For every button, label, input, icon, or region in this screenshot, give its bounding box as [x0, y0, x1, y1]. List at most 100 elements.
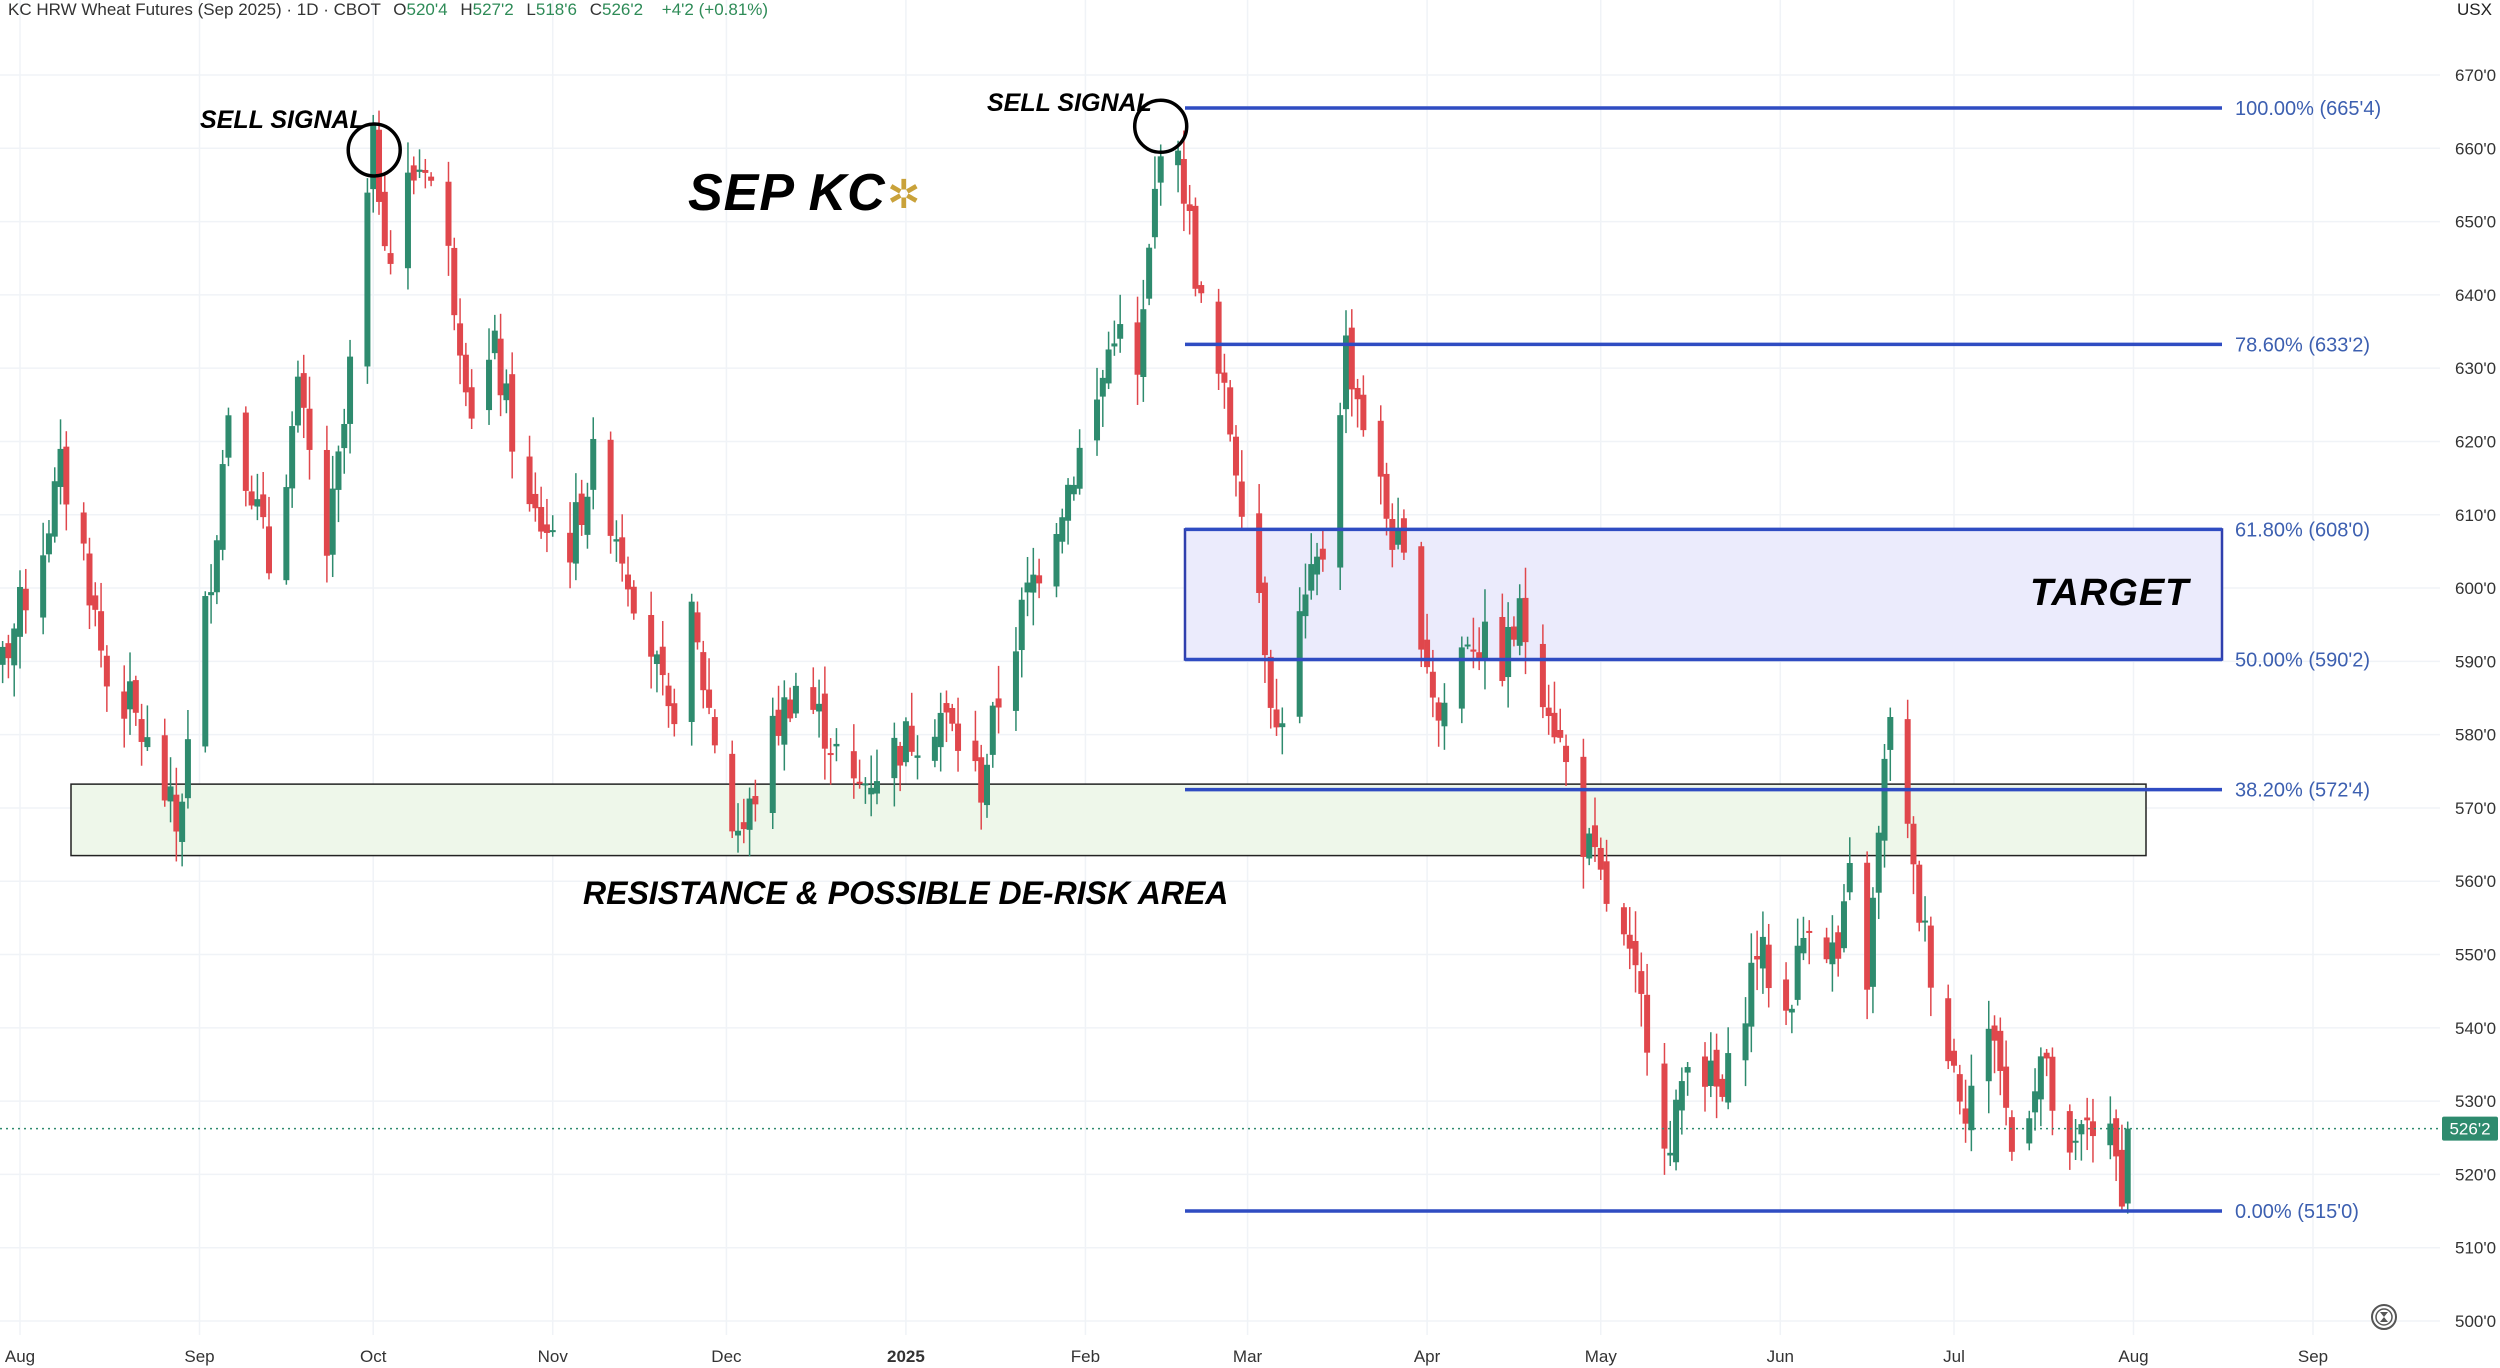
- low-value: 518'6: [535, 0, 577, 19]
- candle: [416, 149, 423, 179]
- candle: [1916, 860, 1923, 932]
- candle-body: [711, 717, 718, 746]
- candle-body: [1707, 1060, 1714, 1086]
- candle-body: [729, 753, 736, 832]
- candle: [242, 406, 249, 507]
- candle: [1702, 1042, 1709, 1112]
- candle-body: [1551, 712, 1558, 738]
- candle: [1846, 837, 1853, 901]
- candle: [1377, 405, 1384, 505]
- candle: [1192, 197, 1199, 297]
- candle-body: [86, 553, 93, 606]
- candle-body: [2084, 1117, 2091, 1121]
- candle: [769, 697, 776, 829]
- candle: [1783, 962, 1790, 1026]
- resistance-label: RESISTANCE & POSSIBLE DE-RISK AREA: [583, 875, 1228, 911]
- candle-body: [1557, 729, 1564, 738]
- candle-body: [781, 697, 788, 745]
- candle-body: [202, 596, 209, 747]
- candle-body: [1545, 707, 1552, 717]
- candle: [376, 110, 383, 215]
- candle-body: [572, 502, 579, 564]
- candle: [2026, 1110, 2033, 1151]
- candle: [1348, 309, 1355, 417]
- candle-body: [1395, 528, 1402, 545]
- candle: [937, 692, 944, 772]
- candle: [468, 369, 475, 429]
- candle: [462, 342, 469, 407]
- chart-annotations: SELL SIGNAL SELL SIGNAL SEP KC ✲ TARGET …: [200, 89, 2190, 911]
- candle: [1788, 1004, 1795, 1034]
- candle-body: [2066, 1111, 2073, 1153]
- time-tick-label: Mar: [1233, 1347, 1263, 1366]
- candle-body: [862, 783, 869, 786]
- candle-body: [1470, 649, 1477, 652]
- sell-signal-circle: [346, 122, 402, 178]
- candle: [850, 724, 857, 799]
- candle: [1748, 933, 1755, 1053]
- candle-body: [1945, 998, 1952, 1062]
- candle: [1597, 837, 1604, 880]
- candle: [1632, 911, 1639, 993]
- time-tick-label: 2025: [887, 1347, 925, 1366]
- candle-body: [850, 751, 857, 779]
- candle-body: [1620, 907, 1627, 935]
- candle: [173, 767, 180, 862]
- candle: [1302, 563, 1309, 639]
- candle: [213, 535, 220, 605]
- candle-body: [208, 592, 215, 596]
- candle-body: [972, 740, 979, 762]
- candle-body: [937, 712, 944, 748]
- candle-body: [1702, 1056, 1709, 1087]
- close-value: 526'2: [601, 0, 644, 19]
- candle-body: [1192, 205, 1199, 289]
- symbol-header[interactable]: KC HRW Wheat Futures (Sep 2025) · 1D · C…: [8, 0, 768, 20]
- candle: [578, 479, 585, 536]
- candle: [624, 556, 631, 607]
- candle: [306, 376, 313, 480]
- fib-level-label: 100.00% (665'4): [2235, 98, 2381, 120]
- candle: [103, 645, 110, 712]
- high-value: 527'2: [472, 0, 514, 19]
- candle-body: [1024, 582, 1031, 593]
- price-axis[interactable]: 670'0 660'0 650'0 640'0 630'0 620'0 610'0 600'0…: [2455, 66, 2496, 1331]
- candle-body: [1840, 901, 1847, 949]
- candle-body: [1180, 158, 1187, 204]
- candle: [549, 515, 556, 537]
- candle-body: [1343, 335, 1350, 410]
- candle: [1713, 1033, 1720, 1119]
- candle-body: [619, 537, 626, 564]
- price-tick-label: 570'0: [2455, 799, 2496, 818]
- candle-body: [1065, 484, 1072, 521]
- candle-body: [1626, 934, 1633, 949]
- candle-body: [1273, 709, 1280, 728]
- candle: [1759, 911, 1766, 994]
- candle-body: [1111, 343, 1118, 347]
- candle-body: [2026, 1118, 2033, 1144]
- candle: [821, 666, 828, 780]
- candle-body: [1036, 575, 1043, 584]
- candle-body: [775, 709, 782, 736]
- time-tick-label: May: [1585, 1347, 1618, 1366]
- candle-body: [1053, 534, 1060, 587]
- symbol-title: KC HRW Wheat Futures (Sep 2025) · 1D · C…: [8, 0, 381, 19]
- candle-body: [532, 493, 539, 509]
- timer-icon[interactable]: [2371, 1304, 2397, 1330]
- candle: [590, 417, 597, 510]
- candle-body: [1076, 447, 1083, 489]
- candle-body: [538, 506, 545, 532]
- candle: [1719, 1074, 1726, 1102]
- candle: [630, 580, 637, 620]
- candle: [1800, 916, 1807, 961]
- time-axis[interactable]: Aug Sep Oct Nov Dec 2025 Feb Mar Apr May Jun Jul Aug…: [5, 1347, 2328, 1366]
- candle-body: [428, 176, 435, 181]
- candle-body: [624, 574, 631, 590]
- candle-body: [1012, 651, 1019, 711]
- candle: [1869, 887, 1876, 1014]
- candle: [1673, 1089, 1680, 1171]
- candle-body: [2113, 1118, 2120, 1157]
- candle-body: [225, 415, 232, 458]
- candle-body: [1059, 517, 1066, 542]
- currency-unit[interactable]: USX: [2457, 0, 2492, 19]
